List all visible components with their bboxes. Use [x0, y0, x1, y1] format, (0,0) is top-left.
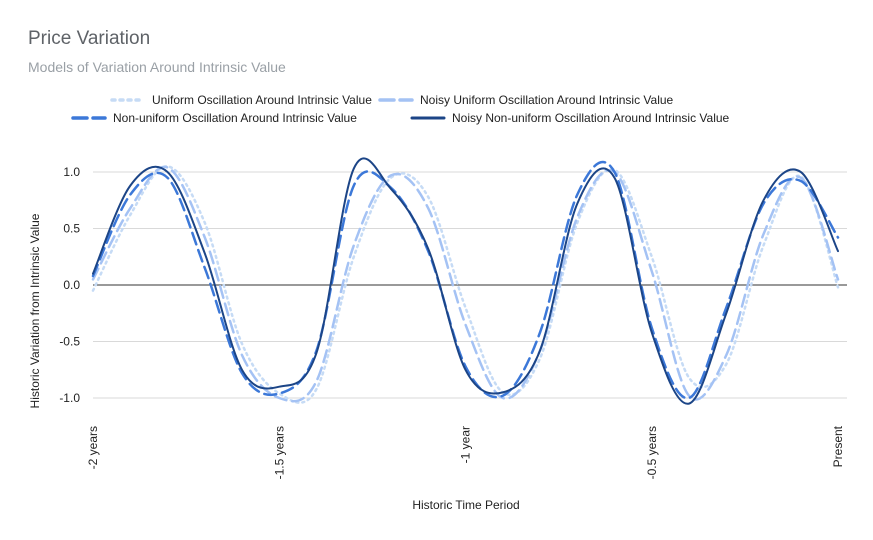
series-line-1 [91, 165, 840, 404]
y-tick-label: 1.0 [63, 165, 80, 179]
y-tick-label: 0.0 [63, 278, 80, 292]
chart-title: Price Variation [28, 28, 151, 49]
chart-subtitle: Models of Variation Around Intrinsic Val… [28, 59, 286, 75]
gridlines [93, 171, 847, 399]
x-tick-label: -1 year [459, 426, 473, 463]
series-line-2 [91, 165, 840, 403]
x-tick-label: -0.5 years [645, 426, 659, 479]
y-tick-label: 0.5 [63, 222, 80, 236]
x-tick-label: Present [831, 425, 845, 467]
series-line-4 [92, 157, 839, 405]
legend-label: Uniform Oscillation Around Intrinsic Val… [152, 93, 372, 107]
series-lines [91, 157, 840, 405]
x-tick-label: -2 years [86, 426, 100, 469]
legend-label: Noisy Non-uniform Oscillation Around Int… [452, 111, 730, 125]
legend-label: Noisy Uniform Oscillation Around Intrins… [420, 93, 674, 107]
y-tick-label: -0.5 [59, 335, 80, 349]
x-axis-ticks: -2 years -1.5 years -1 year -0.5 years Prese… [86, 425, 845, 479]
y-tick-label: -1.0 [59, 391, 80, 405]
series-line-3 [91, 160, 840, 400]
x-tick-label: -1.5 years [272, 426, 286, 479]
y-axis-ticks: 1.0 0.5 0.0 -0.5 -1.0 [59, 165, 80, 405]
legend-label: Non-uniform Oscillation Around Intrinsic… [113, 111, 357, 125]
legend: Uniform Oscillation Around Intrinsic Val… [71, 93, 730, 125]
x-axis-label: Historic Time Period [412, 498, 519, 512]
y-axis-label: Historic Variation from Intrinsic Value [28, 213, 42, 408]
